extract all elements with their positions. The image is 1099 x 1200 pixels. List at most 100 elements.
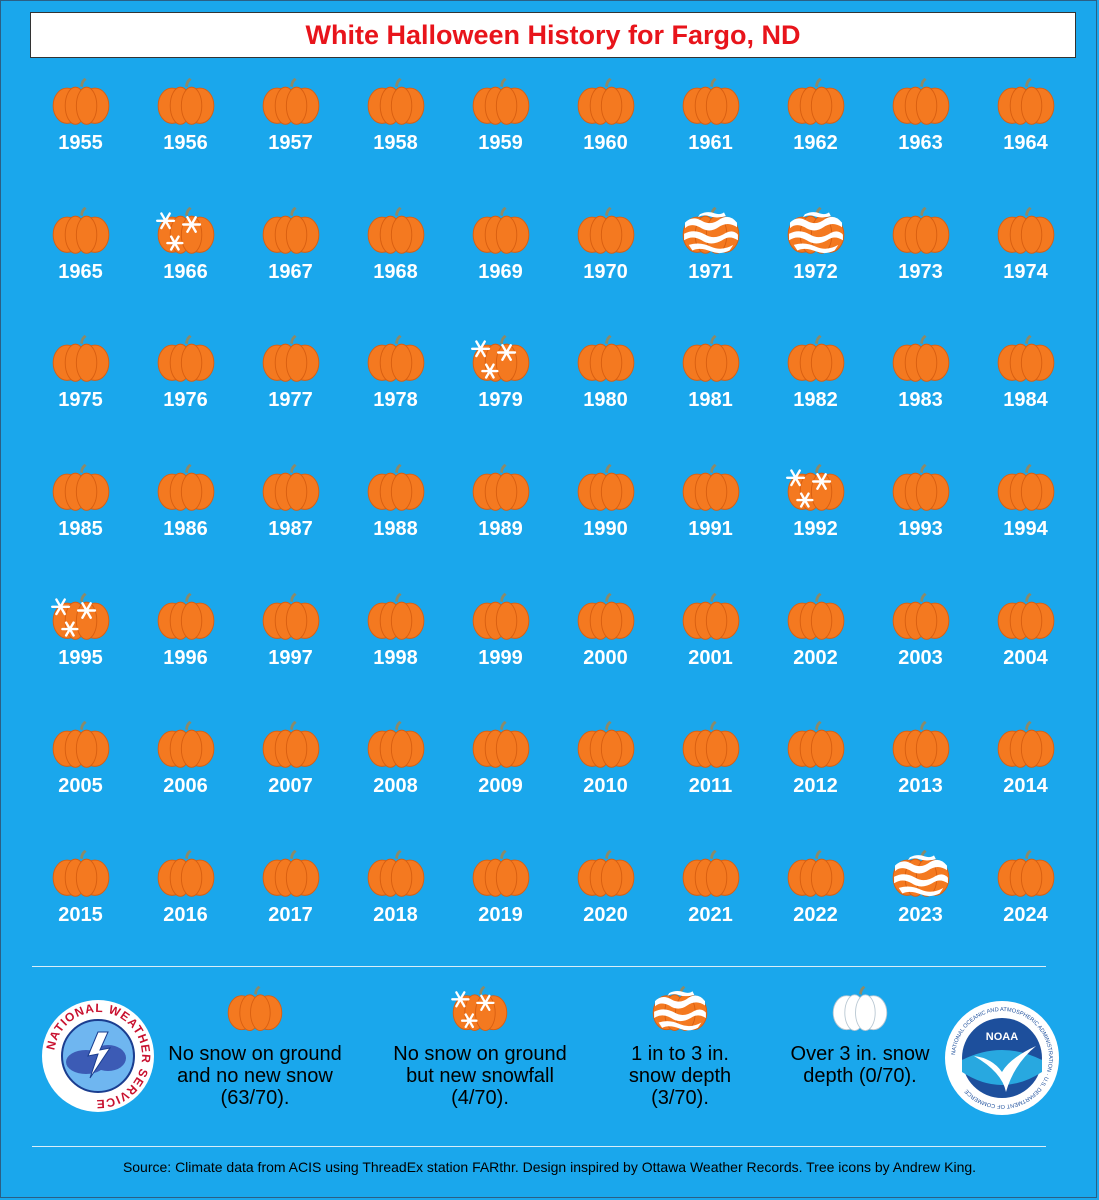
year-cell: 1999 [448, 591, 553, 720]
year-cell: 2016 [133, 848, 238, 977]
year-label: 2017 [268, 904, 313, 927]
year-cell: 1973 [868, 205, 973, 334]
year-cell: 2009 [448, 719, 553, 848]
year-cell: 2013 [868, 719, 973, 848]
pumpkin-icon [892, 592, 949, 640]
year-label: 1985 [58, 518, 103, 541]
year-cell: 1984 [973, 333, 1078, 462]
noaa-logo: NOAA NATIONAL OCEANIC AND ATMOSPHERIC AD… [944, 1000, 1060, 1121]
year-label: 2007 [268, 775, 313, 798]
pumpkin-icon [367, 463, 424, 511]
year-label: 1974 [1003, 260, 1048, 283]
year-label: 2019 [478, 904, 523, 927]
year-cell: 1966 [133, 205, 238, 334]
year-cell: 2005 [28, 719, 133, 848]
legend-label-depth-1-3: 1 in to 3 in. snow depth (3/70). [628, 1043, 732, 1109]
pumpkin-icon [472, 206, 529, 254]
pumpkin-icon [157, 721, 214, 769]
year-cell: 1986 [133, 462, 238, 591]
year-label: 2004 [1003, 646, 1048, 669]
year-label: 2010 [583, 775, 628, 798]
year-label: 2003 [898, 646, 943, 669]
year-label: 2020 [583, 904, 628, 927]
pumpkin-icon [997, 849, 1054, 897]
year-label: 2024 [1003, 904, 1048, 927]
year-cell: 1961 [658, 76, 763, 205]
pumpkin-snow-stripes-icon [787, 206, 844, 254]
year-cell: 1993 [868, 462, 973, 591]
pumpkin-icon [682, 77, 739, 125]
year-label: 1986 [163, 518, 208, 541]
year-label: 1993 [898, 518, 943, 541]
white-pumpkin-icon [832, 985, 888, 1031]
legend-label-none: No snow on ground and no new snow (63/70… [168, 1043, 342, 1109]
year-cell: 1997 [238, 591, 343, 720]
year-label: 1970 [583, 260, 628, 283]
year-cell: 1958 [343, 76, 448, 205]
pumpkin-icon [577, 206, 634, 254]
year-label: 1997 [268, 646, 313, 669]
pumpkin-icon [157, 592, 214, 640]
year-label: 2002 [793, 646, 838, 669]
pumpkin-icon [577, 849, 634, 897]
year-label: 1995 [58, 646, 103, 669]
pumpkin-icon [682, 335, 739, 383]
year-cell: 2018 [343, 848, 448, 977]
pumpkin-icon [262, 721, 319, 769]
nws-logo: NATIONAL WEATHER SERVICE [40, 998, 156, 1119]
source-note: Source: Climate data from ACIS using Thr… [122, 1159, 977, 1175]
year-label: 1967 [268, 260, 313, 283]
year-cell: 1988 [343, 462, 448, 591]
pumpkin-icon [997, 206, 1054, 254]
year-label: 2012 [793, 775, 838, 798]
pumpkin-icon [262, 592, 319, 640]
pumpkin-icon [682, 849, 739, 897]
year-label: 1988 [373, 518, 418, 541]
year-cell: 1974 [973, 205, 1078, 334]
pumpkin-snowflake-icon [451, 985, 508, 1031]
pumpkin-icon [262, 849, 319, 897]
pumpkin-icon [262, 77, 319, 125]
divider-top [32, 966, 1046, 967]
pumpkin-icon [367, 77, 424, 125]
year-cell: 1959 [448, 76, 553, 205]
year-cell: 2004 [973, 591, 1078, 720]
year-cell: 1991 [658, 462, 763, 591]
year-label: 2006 [163, 775, 208, 798]
year-label: 1998 [373, 646, 418, 669]
pumpkin-icon [367, 721, 424, 769]
year-cell: 1957 [238, 76, 343, 205]
year-label: 1989 [478, 518, 523, 541]
year-label: 1962 [793, 132, 838, 154]
year-cell: 1956 [133, 76, 238, 205]
pumpkin-icon [997, 592, 1054, 640]
year-cell: 2012 [763, 719, 868, 848]
year-cell: 2011 [658, 719, 763, 848]
year-label: 2013 [898, 775, 943, 798]
pumpkin-icon [577, 592, 634, 640]
pumpkin-icon [472, 849, 529, 897]
pumpkin-icon [997, 77, 1054, 125]
year-cell: 1965 [28, 205, 133, 334]
pumpkin-icon [52, 335, 109, 383]
year-label: 1964 [1003, 132, 1048, 154]
year-label: 2000 [583, 646, 628, 669]
title-box: White Halloween History for Fargo, ND [30, 12, 1076, 58]
year-cell: 1992 [763, 462, 868, 591]
pumpkin-icon [262, 206, 319, 254]
year-label: 1969 [478, 260, 523, 283]
year-cell: 2007 [238, 719, 343, 848]
pumpkin-icon [52, 463, 109, 511]
pumpkin-icon [577, 721, 634, 769]
pumpkin-icon [577, 335, 634, 383]
pumpkin-icon [997, 463, 1054, 511]
year-cell: 1962 [763, 76, 868, 205]
year-label: 1975 [58, 389, 103, 412]
year-label: 1979 [478, 389, 523, 412]
year-cell: 1979 [448, 333, 553, 462]
pumpkin-icon [997, 335, 1054, 383]
pumpkin-snowflake-icon [785, 463, 844, 511]
year-cell: 1977 [238, 333, 343, 462]
year-cell: 1994 [973, 462, 1078, 591]
year-label: 1958 [373, 132, 418, 154]
